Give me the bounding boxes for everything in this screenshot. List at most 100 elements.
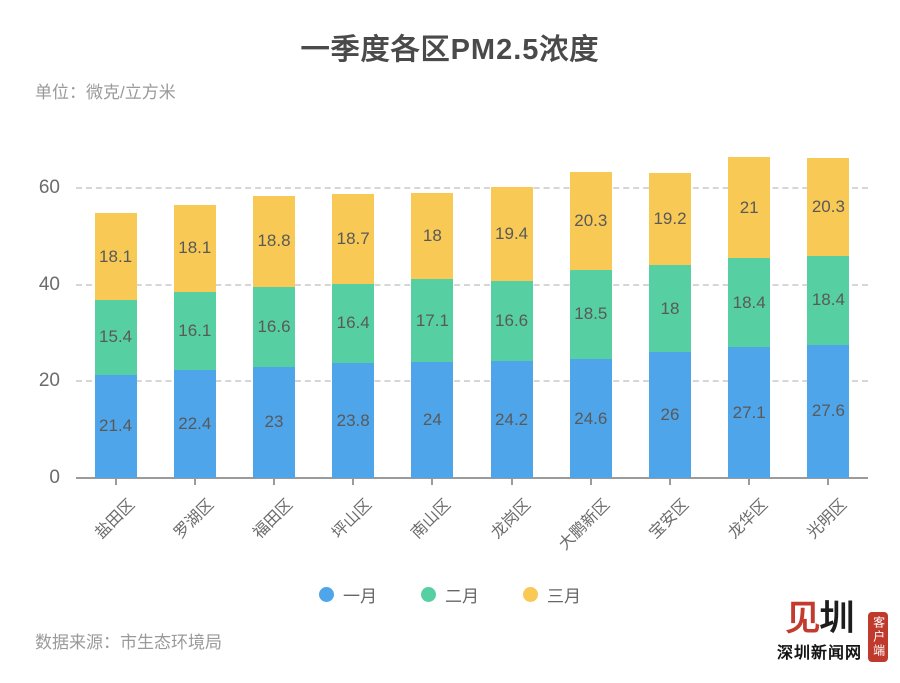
bar-segment-三月[interactable]: 18.1 [173, 204, 216, 293]
bar-segment-三月[interactable]: 20.3 [807, 157, 850, 256]
bar-segment-一月[interactable]: 24 [411, 362, 454, 478]
logo-client-seal: 客户端 [868, 612, 889, 662]
x-axis-tick [114, 479, 117, 485]
logo-mark-icon: 见圳 [785, 599, 855, 638]
bar-segment-一月[interactable]: 26 [649, 352, 691, 478]
bar-segment-三月[interactable]: 18.1 [94, 212, 137, 301]
bar-value-label: 24.2 [495, 409, 529, 429]
bar-value-label: 17.1 [415, 310, 449, 330]
bar-segment-一月[interactable]: 24.2 [490, 361, 533, 478]
legend-dot-icon [421, 587, 436, 602]
bar-segment-二月[interactable]: 15.4 [94, 300, 137, 375]
bar-value-label: 27.6 [811, 401, 845, 421]
x-axis-label: 罗湖区 [171, 496, 218, 543]
x-axis-label: 大鹏新区 [555, 496, 614, 554]
x-axis-tick [352, 479, 355, 485]
bar-value-label: 21 [739, 197, 759, 217]
bar-value-label: 19.4 [495, 224, 529, 244]
bar-segment-三月[interactable]: 19.4 [490, 187, 533, 281]
logo-mark-black: 圳 [819, 599, 855, 638]
gridline [76, 380, 868, 383]
bar-value-label: 27.1 [732, 402, 766, 422]
bar-segment-二月[interactable]: 16.1 [173, 292, 216, 370]
bar-segment-一月[interactable]: 27.6 [807, 344, 850, 478]
legend-dot-icon [523, 587, 538, 602]
chart-title: 一季度各区PM2.5浓度 [300, 34, 600, 66]
x-axis-tick [510, 479, 513, 485]
x-axis-tick [669, 479, 671, 485]
bar-value-label: 18.4 [732, 292, 766, 312]
bar-segment-三月[interactable]: 18.8 [253, 195, 295, 287]
bar-segment-二月[interactable]: 18 [649, 265, 691, 353]
y-axis-label: 60 [38, 177, 60, 199]
logo-name: 深圳新闻网 [777, 644, 863, 662]
bar-segment-一月[interactable]: 21.4 [94, 374, 137, 478]
y-axis-label: 20 [38, 370, 60, 392]
bar-value-label: 24 [422, 410, 442, 430]
bar-value-label: 16.4 [336, 313, 370, 333]
bar-value-label: 19.2 [653, 209, 687, 229]
bar-value-label: 18.8 [257, 231, 291, 251]
bar-value-label: 23 [264, 412, 284, 432]
x-axis-label: 宝安区 [646, 496, 693, 543]
bar-segment-二月[interactable]: 17.1 [411, 279, 454, 363]
x-axis-tick [589, 479, 592, 485]
bar-value-label: 26 [660, 405, 680, 425]
y-axis-label: 40 [38, 273, 60, 295]
x-axis-label: 盐田区 [91, 496, 138, 543]
legend-dot-icon [319, 587, 334, 602]
bar-value-label: 15.4 [99, 327, 133, 347]
x-axis-label: 光明区 [804, 496, 851, 543]
gridline [76, 283, 868, 286]
bar-segment-三月[interactable]: 18.7 [332, 193, 375, 284]
bar-segment-二月[interactable]: 18.5 [569, 269, 612, 360]
bar-segment-一月[interactable]: 27.1 [728, 347, 771, 478]
bar-value-label: 20.3 [811, 196, 845, 216]
bar-segment-二月[interactable]: 16.6 [490, 280, 533, 362]
x-axis-tick [827, 479, 830, 485]
bar-value-label: 16.6 [495, 311, 529, 330]
x-axis-tick [273, 479, 275, 485]
legend-item-三月[interactable]: 三月 [523, 582, 581, 607]
bar-value-label: 18.1 [99, 246, 133, 266]
bar-segment-三月[interactable]: 19.2 [649, 172, 691, 266]
bar-value-label: 18.7 [336, 228, 370, 248]
bar-segment-一月[interactable]: 23.8 [332, 363, 375, 478]
x-axis-tick [431, 479, 434, 485]
bar-segment-三月[interactable]: 21 [728, 156, 771, 259]
bar-value-label: 18.1 [178, 238, 212, 258]
x-axis-label: 南山区 [408, 496, 455, 543]
x-axis-label: 坪山区 [329, 496, 376, 543]
x-axis-line [76, 477, 868, 479]
bar-segment-二月[interactable]: 18.4 [807, 255, 850, 345]
unit-label: 单位：微克/立方米 [35, 83, 176, 102]
legend-item-一月[interactable]: 一月 [319, 582, 377, 607]
x-axis-label: 龙华区 [725, 496, 772, 543]
bar-segment-二月[interactable]: 16.4 [332, 283, 375, 364]
x-axis-label: 龙岗区 [487, 496, 534, 543]
bar-segment-一月[interactable]: 24.6 [569, 359, 612, 478]
bar-value-label: 21.4 [99, 416, 133, 436]
sznews-logo: 见圳 深圳新闻网 客户端 [777, 599, 889, 663]
legend: 一月 二月 三月 [0, 582, 900, 607]
y-axis-label: 0 [49, 467, 60, 488]
legend-label: 三月 [547, 587, 581, 606]
gridline [76, 187, 868, 190]
bar-segment-三月[interactable]: 18 [411, 192, 454, 280]
bar-value-label: 24.6 [574, 408, 608, 428]
bar-segment-二月[interactable]: 16.6 [253, 286, 295, 367]
logo-wordmark: 见圳 深圳新闻网 [777, 599, 863, 663]
bar-segment-二月[interactable]: 18.4 [728, 258, 771, 348]
bar-value-label: 20.3 [574, 210, 608, 230]
bar-segment-三月[interactable]: 20.3 [569, 171, 612, 270]
bar-segment-一月[interactable]: 22.4 [173, 369, 216, 478]
bar-segment-一月[interactable]: 23 [253, 366, 295, 478]
bar-value-label: 18 [660, 298, 680, 318]
legend-item-二月[interactable]: 二月 [421, 582, 479, 607]
data-source: 数据来源：市生态环境局 [35, 633, 222, 652]
bar-value-label: 16.1 [178, 320, 212, 340]
legend-label: 二月 [445, 587, 479, 606]
x-axis-label: 福田区 [250, 496, 297, 543]
